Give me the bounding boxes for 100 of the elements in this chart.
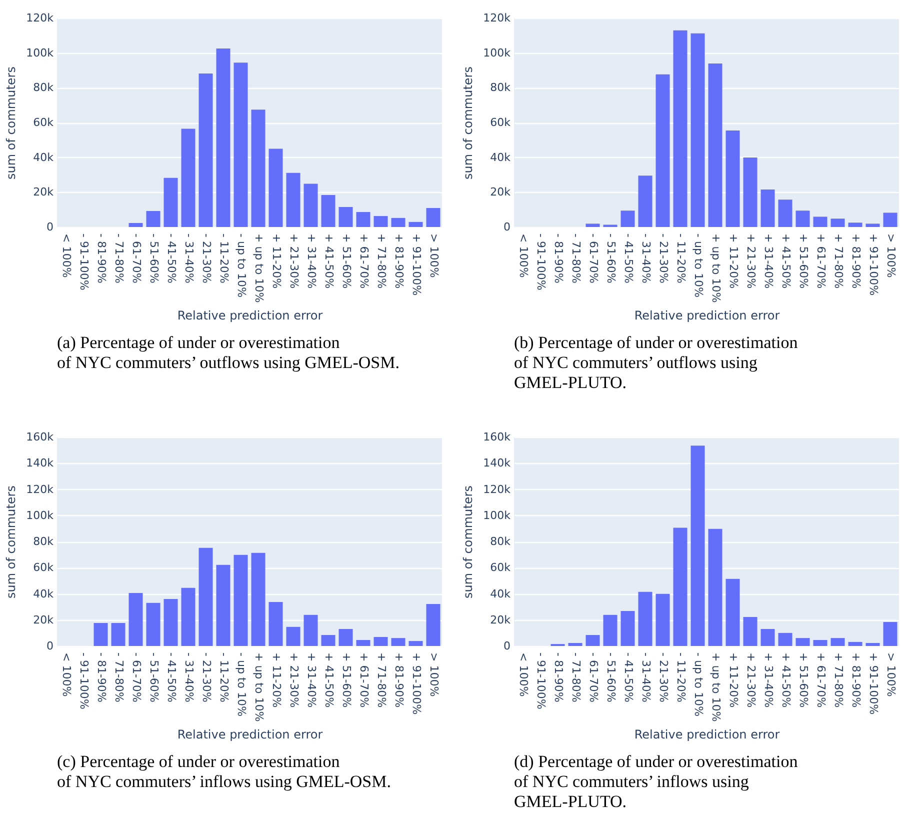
y-tick-label: 140k: [483, 456, 512, 470]
x-tick-label: - 11-20%: [217, 234, 230, 284]
y-tick-label: 60k: [490, 561, 512, 574]
bar: [568, 642, 582, 646]
y-tick-label: 60k: [490, 116, 512, 129]
x-tick-label: < 100%: [60, 234, 73, 278]
bar: [286, 172, 300, 227]
bar: [778, 200, 792, 227]
x-tick-label: + 41-50%: [779, 234, 792, 289]
bar: [796, 638, 810, 646]
bar: [338, 629, 353, 646]
text: (a) Percentage of under or overestimation of NYC commuters’ outflows using GMEL-OSM.: [57, 333, 400, 372]
bar: [391, 218, 406, 227]
y-tick-label: 100k: [26, 508, 54, 522]
x-tick-label: + 71-80%: [832, 234, 845, 289]
y-tick-label: 140k: [26, 456, 54, 470]
x-tick-label: - 11-20%: [674, 652, 688, 702]
y-tick-label: 20k: [33, 186, 54, 199]
x-tick-label: + 81-90%: [849, 234, 862, 289]
bar: [216, 564, 230, 646]
bar: [356, 212, 370, 227]
y-tick-label: 160k: [26, 430, 54, 444]
x-tick-label: + 11-20%: [726, 234, 740, 289]
x-axis-title: Relative prediction error: [177, 308, 323, 323]
x-tick-label: + 61-70%: [357, 234, 370, 289]
bar: [251, 552, 266, 646]
x-tick-label: - up to 10%: [234, 234, 248, 298]
bar: [620, 210, 635, 227]
bar: [181, 128, 196, 227]
bar: [321, 635, 336, 646]
bar: [198, 74, 213, 227]
bar: [374, 636, 388, 646]
bar: [638, 592, 652, 646]
bar: [778, 632, 792, 646]
bar: [304, 184, 318, 227]
bar: [408, 222, 423, 227]
x-tick-label: + 31-40%: [762, 652, 775, 708]
y-tick-label: 100k: [483, 46, 512, 60]
x-tick-label: + up to 10%: [252, 652, 266, 722]
x-tick-label: > 100%: [884, 234, 898, 278]
y-tick-label: 60k: [33, 116, 54, 129]
x-tick-label: - 31-40%: [639, 234, 652, 284]
x-tick-label: + 51-60%: [340, 652, 353, 708]
x-tick-label: < 100%: [60, 652, 73, 697]
x-tick-label: > 100%: [427, 652, 440, 697]
x-axis-title: Relative prediction error: [634, 728, 780, 742]
y-tick-label: 100k: [483, 508, 512, 522]
x-tick-label: - 71-80%: [569, 652, 582, 702]
bar: [128, 222, 143, 227]
bar: [708, 63, 722, 227]
x-tick-label: + 91-100%: [410, 652, 423, 715]
bar: [216, 48, 230, 227]
x-tick-label: - 11-20%: [674, 234, 688, 284]
x-tick-label: + 81-90%: [392, 234, 406, 289]
bar: [830, 218, 845, 227]
x-tick-label: + up to 10%: [709, 652, 722, 722]
y-tick-label: 80k: [33, 535, 54, 548]
bar: [760, 190, 775, 227]
x-tick-label: - 61-70%: [586, 652, 600, 702]
bar: [690, 446, 705, 646]
x-tick-label: + 91-100%: [866, 652, 880, 715]
x-tick-label: - 21-30%: [656, 234, 670, 284]
x-tick-label: - 91-100%: [534, 234, 548, 290]
bar: [673, 30, 688, 227]
y-tick-label: 20k: [490, 613, 512, 626]
x-tick-label: > 100%: [427, 234, 440, 278]
x-tick-label: - 71-80%: [569, 234, 582, 284]
y-tick-label: 0: [504, 640, 510, 652]
x-tick-label: - 51-60%: [604, 234, 618, 284]
bar: [234, 62, 248, 227]
bar: [866, 224, 880, 227]
bar: [408, 641, 423, 646]
y-tick-label: 20k: [490, 186, 512, 199]
x-tick-label: + 61-70%: [357, 652, 370, 708]
y-tick-label: 40k: [33, 587, 54, 600]
bar: [198, 548, 213, 646]
bar: [128, 592, 143, 646]
bar: [586, 224, 600, 227]
y-tick-label: 20k: [33, 613, 54, 626]
bar: [743, 617, 758, 646]
bar: [848, 642, 862, 646]
bar: [164, 598, 178, 646]
y-axis-title: sum of commuters: [461, 66, 476, 180]
x-tick-label: - up to 10%: [692, 652, 705, 716]
x-tick-label: - 81-90%: [94, 652, 108, 702]
y-tick-label: 0: [504, 220, 510, 234]
bar: [813, 216, 828, 227]
x-tick-label: + 91-100%: [410, 234, 423, 296]
bar: [94, 623, 108, 646]
x-tick-label: < 100%: [516, 234, 530, 278]
x-axis-title: Relative prediction error: [634, 308, 780, 323]
bar: [251, 110, 266, 227]
bar: [866, 642, 880, 646]
x-tick-label: + up to 10%: [709, 234, 722, 303]
y-tick-label: 160k: [483, 430, 512, 444]
x-tick-label: + 51-60%: [796, 234, 810, 289]
x-tick-label: - 51-60%: [147, 652, 160, 702]
x-tick-label: - 91-100%: [77, 234, 90, 290]
y-tick-label: 40k: [33, 150, 54, 164]
x-tick-label: - up to 10%: [234, 652, 248, 716]
